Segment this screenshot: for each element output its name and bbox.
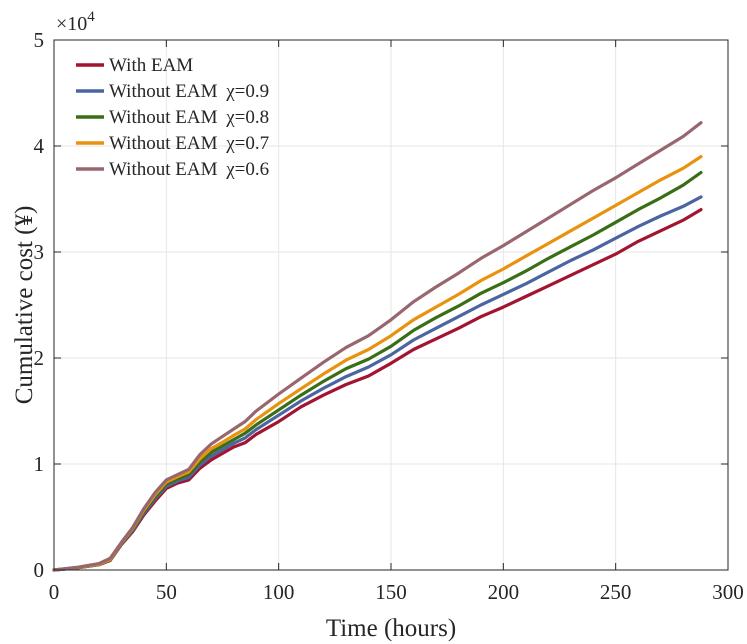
tick-labels: 0 50 100 150 200 250 300 0 1 2 3 4 5 — [34, 28, 744, 604]
legend-label-text: Without EAM — [109, 133, 222, 154]
legend-label-chi: χ=0.8 — [225, 107, 269, 128]
legend-item-1[interactable]: With EAM — [76, 55, 193, 76]
x-tick-label: 100 — [263, 580, 295, 604]
y-tick-label: 1 — [34, 452, 45, 476]
legend-label: Without EAM χ=0.6 — [109, 159, 269, 180]
y-exponent-power: 4 — [87, 9, 95, 25]
legend-item-4[interactable]: Without EAM χ=0.7 — [76, 133, 269, 154]
x-tick-label: 150 — [375, 580, 407, 604]
x-tick-label: 200 — [488, 580, 520, 604]
ticks — [53, 39, 729, 571]
legend-label-chi: χ=0.7 — [225, 133, 269, 154]
y-axis-exponent-label: ×104 — [56, 9, 95, 35]
y-tick-label: 4 — [34, 134, 45, 158]
x-axis-label: Time (hours) — [326, 615, 456, 642]
legend-label-chi: χ=0.9 — [225, 81, 269, 102]
series-line-5 — [52, 121, 703, 572]
y-tick-label: 3 — [34, 240, 45, 264]
x-tick-label: 50 — [156, 580, 177, 604]
x-tick-label: 300 — [712, 580, 744, 604]
y-exponent-base: ×10 — [56, 13, 87, 35]
y-tick-label: 2 — [34, 346, 45, 370]
legend-label-text: Without EAM — [109, 107, 222, 128]
y-tick-label: 0 — [34, 558, 45, 582]
legend-label-text: With EAM — [109, 55, 193, 76]
legend-label: Without EAM χ=0.8 — [109, 107, 269, 128]
legend-label-text: Without EAM — [109, 159, 222, 180]
x-tick-label: 250 — [600, 580, 632, 604]
legend-label: Without EAM χ=0.7 — [109, 133, 269, 154]
legend-label-chi: χ=0.6 — [225, 159, 269, 180]
legend-label: With EAM — [109, 55, 193, 76]
legend-label: Without EAM χ=0.9 — [109, 81, 269, 102]
legend-item-3[interactable]: Without EAM χ=0.8 — [76, 107, 269, 128]
legend-item-5[interactable]: Without EAM χ=0.6 — [76, 159, 269, 180]
legend-label-text: Without EAM — [109, 81, 222, 102]
y-tick-label: 5 — [34, 28, 45, 52]
y-axis-label: Cumulative cost (¥) — [11, 206, 38, 405]
x-tick-label: 0 — [49, 580, 60, 604]
series-lines — [52, 121, 703, 572]
legend-item-2[interactable]: Without EAM χ=0.9 — [76, 81, 269, 102]
